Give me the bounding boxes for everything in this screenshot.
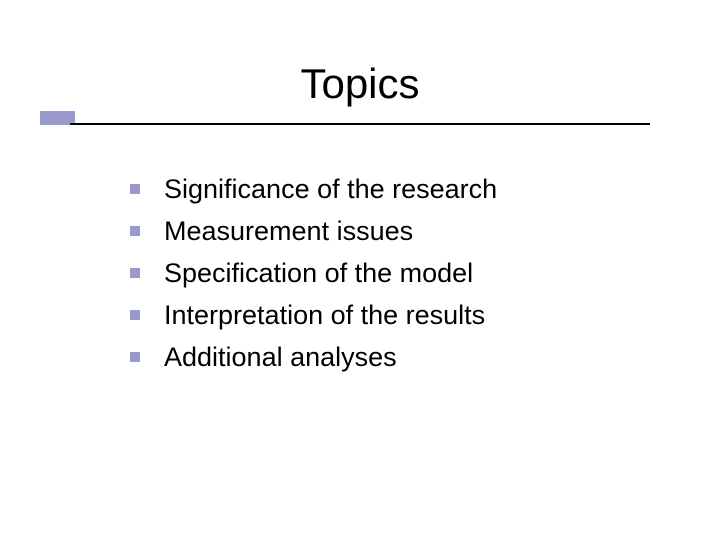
bullet-text: Measurement issues [164,216,413,247]
title-underline [70,123,650,125]
list-item: Additional analyses [130,338,497,376]
list-item: Significance of the research [130,170,497,208]
list-item: Interpretation of the results [130,296,497,334]
square-bullet-icon [130,226,140,236]
title-area: Topics [0,60,720,108]
square-bullet-icon [130,268,140,278]
slide-title: Topics [300,60,419,108]
square-bullet-icon [130,184,140,194]
bullet-list: Significance of the research Measurement… [130,170,497,380]
square-bullet-icon [130,310,140,320]
list-item: Specification of the model [130,254,497,292]
bullet-text: Significance of the research [164,174,497,205]
square-bullet-icon [130,352,140,362]
bullet-text: Interpretation of the results [164,300,485,331]
list-item: Measurement issues [130,212,497,250]
bullet-text: Specification of the model [164,258,473,289]
bullet-text: Additional analyses [164,342,397,373]
